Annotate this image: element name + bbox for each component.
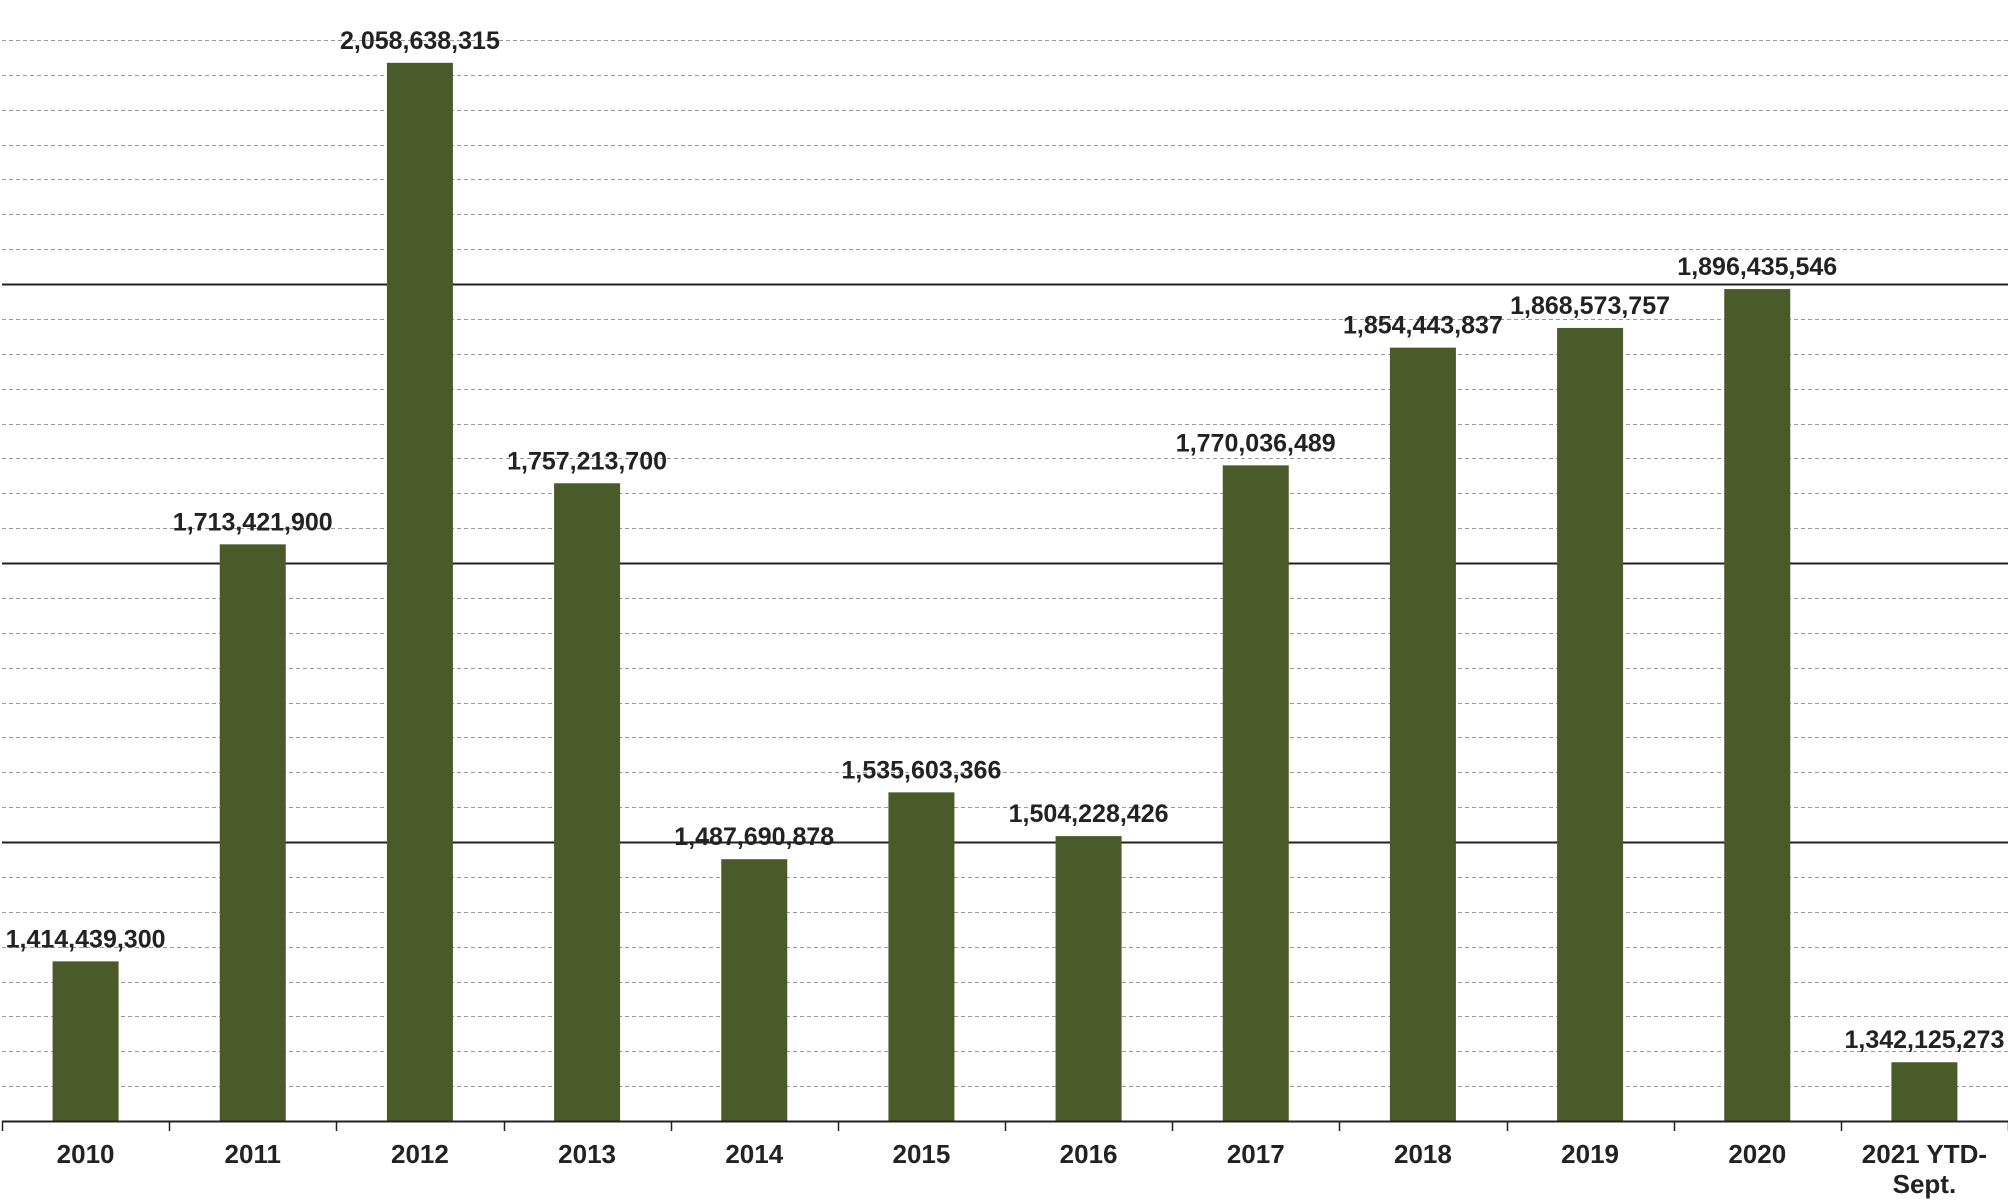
value-label: 1,770,036,489 (1176, 429, 1336, 457)
value-label: 1,535,603,366 (841, 756, 1001, 784)
category-label: 2011 (225, 1139, 281, 1169)
bar-2010 (52, 961, 119, 1121)
category-label: 2021 YTD-Sept. (1862, 1139, 1987, 1199)
bar-2020 (1724, 289, 1791, 1121)
value-label: 2,058,638,315 (340, 27, 500, 55)
value-label: 1,342,125,273 (1844, 1026, 2004, 1054)
category-label: 2018 (1394, 1139, 1452, 1169)
bar-2012 (386, 62, 453, 1122)
category-label: 2017 (1227, 1139, 1285, 1169)
category-label: 2014 (725, 1139, 783, 1169)
category-label: 2012 (391, 1139, 449, 1169)
bar-2013 (554, 483, 621, 1121)
bar-2014 (721, 859, 788, 1121)
bar-2017 (1222, 465, 1289, 1122)
bar-2018 (1389, 347, 1456, 1121)
value-label: 1,487,690,878 (674, 823, 834, 851)
category-label: 2010 (57, 1139, 115, 1169)
value-label: 1,757,213,700 (507, 447, 667, 475)
category-label: 2013 (558, 1139, 616, 1169)
value-labels: 1,414,439,300 1,713,421,900 2,058,638,315 1… (6, 27, 2005, 1054)
value-label: 1,868,573,757 (1510, 292, 1670, 320)
category-label: 2019 (1561, 1139, 1619, 1169)
bar-2021 (1891, 1062, 1958, 1121)
gridlines (2, 40, 2008, 1087)
category-label: 2020 (1728, 1139, 1786, 1169)
value-label: 1,896,435,546 (1677, 253, 1837, 281)
value-label: 1,504,228,426 (1009, 800, 1169, 828)
value-label: 1,414,439,300 (6, 925, 166, 953)
x-axis: 2010 2011 2012 2013 2014 2015 2016 2017 2018 2019… (1, 1120, 2008, 1199)
value-label: 1,854,443,837 (1343, 312, 1503, 340)
bar-2011 (219, 544, 286, 1121)
bars (52, 62, 1958, 1122)
category-label: 2015 (892, 1139, 950, 1169)
bar-2016 (1055, 836, 1122, 1121)
category-label: 2016 (1060, 1139, 1118, 1169)
bar-2015 (888, 792, 955, 1121)
bar-2019 (1557, 327, 1624, 1122)
value-label: 1,713,421,900 (173, 508, 333, 536)
